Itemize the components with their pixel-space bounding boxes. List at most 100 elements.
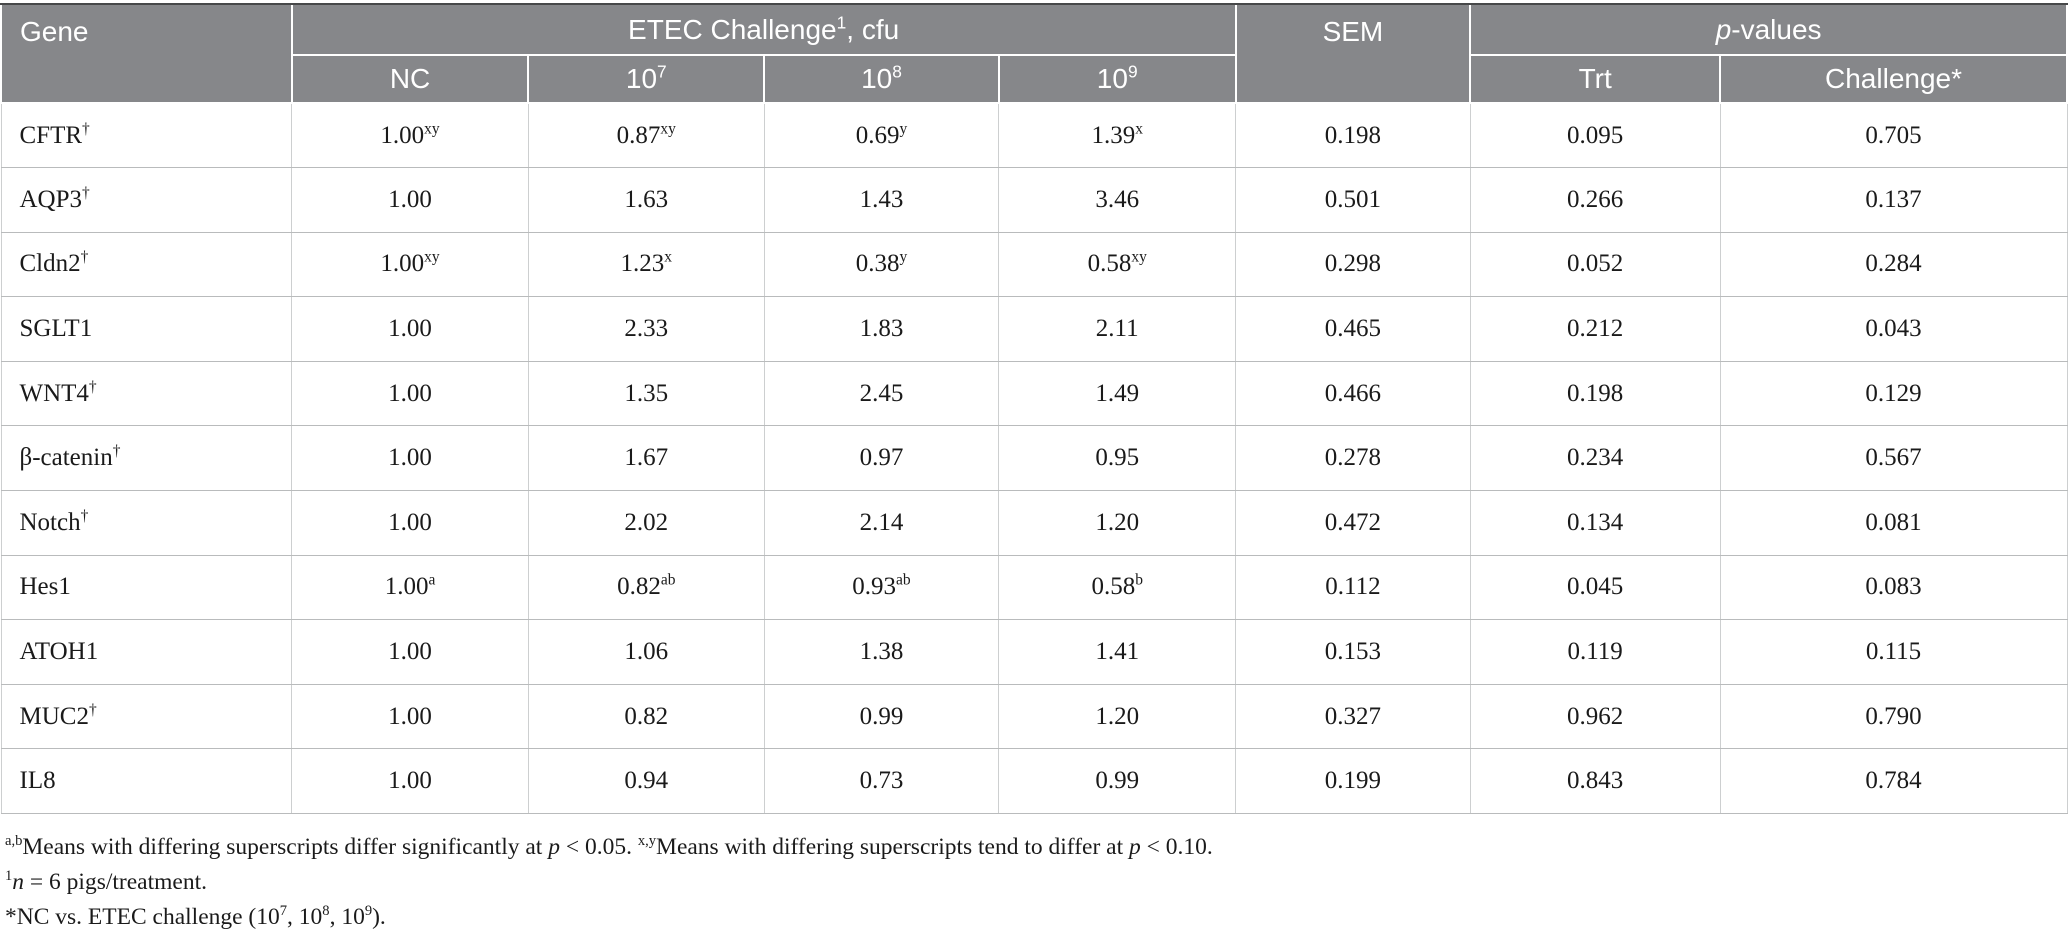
gene-footnote-marker: † bbox=[88, 701, 97, 719]
cell-value: 1.00 bbox=[388, 702, 432, 730]
dose-exponent: 9 bbox=[1127, 61, 1138, 82]
value-cell: 0.962 bbox=[1469, 683, 1721, 750]
cell-superscript: b bbox=[1135, 572, 1143, 590]
value-cell: 0.87xy bbox=[527, 102, 765, 169]
gene-cell: MUC2† bbox=[0, 683, 293, 750]
table-row: Cldn2† 1.00xy 1.23x 0.38y 0.58xy 0.298 0.052 0… bbox=[0, 231, 2068, 298]
dose-exponent: 7 bbox=[657, 61, 667, 82]
cell-value: 2.33 bbox=[624, 315, 669, 343]
col-header-trt: Trt bbox=[1469, 55, 1722, 104]
cell-value: 0.327 bbox=[1324, 702, 1382, 730]
cell-superscript: y bbox=[899, 120, 908, 138]
cell-value: 1.35 bbox=[624, 379, 669, 407]
table-row: ATOH1 1.00 1.06 1.38 1.41 0.153 0.119 0.115 bbox=[0, 619, 2068, 685]
gene-cell: Cldn2† bbox=[0, 231, 293, 298]
cell-value: 0.567 bbox=[1865, 444, 1922, 472]
value-cell: 0.095 bbox=[1469, 102, 1721, 169]
cell-superscript: ab bbox=[896, 572, 911, 590]
value-cell: 1.23x bbox=[527, 231, 765, 298]
cell-value: 1.39 bbox=[1091, 121, 1136, 149]
cell-value: 0.129 bbox=[1865, 379, 1922, 407]
etec-group-footnote-marker: 1 bbox=[836, 12, 847, 33]
cell-value: 1.00 bbox=[384, 573, 429, 601]
value-cell: 2.33 bbox=[527, 296, 765, 362]
value-cell: 1.00xy bbox=[291, 102, 529, 169]
footnote-superscript: 8 bbox=[322, 903, 330, 920]
col-header-10e9: 109 bbox=[997, 55, 1237, 104]
cell-value: 1.00 bbox=[388, 638, 432, 666]
footnote-text: , 10 bbox=[329, 904, 365, 931]
cell-value: 0.052 bbox=[1567, 250, 1624, 278]
value-cell: 0.212 bbox=[1469, 296, 1721, 362]
cell-value: 0.137 bbox=[1865, 185, 1922, 213]
gene-name: CFTR bbox=[19, 121, 83, 149]
cell-value: 0.962 bbox=[1567, 702, 1624, 730]
cell-value: 0.466 bbox=[1324, 379, 1382, 407]
value-cell: 0.465 bbox=[1235, 296, 1471, 362]
footnote-text: Means with differing superscripts tend t… bbox=[656, 834, 1129, 861]
gene-cell: AQP3† bbox=[0, 167, 293, 233]
value-cell: 0.97 bbox=[763, 425, 1000, 492]
value-cell: 0.705 bbox=[1719, 102, 2068, 169]
cell-value: 1.43 bbox=[859, 185, 904, 213]
value-cell: 1.00 bbox=[291, 748, 529, 815]
value-cell: 0.137 bbox=[1719, 167, 2068, 233]
p-values-italic-p: p bbox=[1715, 13, 1732, 45]
header-row-groups: Gene ETEC Challenge1, cfu SEM p-values bbox=[0, 5, 2068, 104]
value-cell: 1.20 bbox=[998, 490, 1237, 556]
value-cell: 1.43 bbox=[763, 167, 1000, 233]
value-cell: 0.784 bbox=[1719, 748, 2068, 815]
value-cell: 0.58xy bbox=[998, 231, 1237, 298]
footnote-text: n bbox=[12, 869, 25, 896]
footnote-text: = 6 pigs/treatment. bbox=[24, 869, 207, 896]
gene-cell: CFTR† bbox=[0, 102, 293, 169]
cell-superscript: ab bbox=[660, 572, 676, 590]
cell-value: 0.153 bbox=[1324, 638, 1382, 666]
cell-value: 1.00 bbox=[388, 767, 432, 795]
table-row: β-catenin† 1.00 1.67 0.97 0.95 0.278 0.234 0.5… bbox=[0, 425, 2068, 492]
cell-value: 1.00 bbox=[388, 379, 432, 407]
cell-value: 1.63 bbox=[624, 185, 669, 213]
cell-value: 0.266 bbox=[1567, 185, 1624, 213]
value-cell: 1.00 bbox=[291, 360, 529, 427]
cell-value: 1.00 bbox=[380, 121, 425, 149]
cell-superscript: a bbox=[428, 572, 436, 590]
cell-value: 1.67 bbox=[624, 444, 669, 472]
cell-value: 0.198 bbox=[1324, 121, 1382, 149]
value-cell: 0.472 bbox=[1235, 490, 1471, 556]
value-cell: 1.06 bbox=[527, 619, 765, 685]
cell-value: 0.112 bbox=[1325, 573, 1381, 601]
cell-value: 1.49 bbox=[1095, 379, 1140, 407]
value-cell: 0.153 bbox=[1235, 619, 1471, 685]
cell-value: 0.501 bbox=[1324, 185, 1382, 213]
gene-name: AQP3 bbox=[19, 185, 83, 213]
gene-name: Notch bbox=[19, 508, 81, 536]
value-cell: 0.73 bbox=[763, 748, 1000, 815]
cell-value: 0.99 bbox=[1095, 767, 1140, 795]
gene-footnote-marker: † bbox=[82, 120, 90, 138]
value-cell: 0.99 bbox=[998, 748, 1237, 815]
gene-cell: Hes1 bbox=[0, 554, 293, 621]
footnote-superscript: a,b bbox=[5, 833, 23, 850]
value-cell: 3.46 bbox=[998, 167, 1237, 233]
value-cell: 0.99 bbox=[763, 683, 1000, 750]
value-cell: 0.198 bbox=[1469, 360, 1721, 427]
cell-value: 0.97 bbox=[859, 444, 904, 472]
cell-value: 2.14 bbox=[859, 508, 904, 536]
value-cell: 0.052 bbox=[1469, 231, 1721, 298]
cell-value: 2.02 bbox=[624, 508, 669, 536]
col-group-p-values: p-values bbox=[1469, 5, 2068, 56]
value-cell: 0.843 bbox=[1469, 748, 1721, 815]
cell-value: 0.95 bbox=[1095, 444, 1140, 472]
cell-superscript: xy bbox=[424, 120, 440, 138]
cell-value: 0.045 bbox=[1567, 573, 1624, 601]
gene-name: Hes1 bbox=[19, 573, 71, 601]
col-group-etec-challenge: ETEC Challenge1, cfu bbox=[290, 5, 1237, 56]
col-header-nc: NC bbox=[290, 55, 530, 104]
value-cell: 1.49 bbox=[998, 360, 1237, 427]
value-cell: 0.38y bbox=[763, 231, 1000, 298]
etec-group-units: , cfu bbox=[846, 13, 900, 45]
value-cell: 2.14 bbox=[763, 490, 1000, 556]
cell-value: 1.38 bbox=[859, 638, 904, 666]
cell-value: 0.212 bbox=[1567, 315, 1624, 343]
